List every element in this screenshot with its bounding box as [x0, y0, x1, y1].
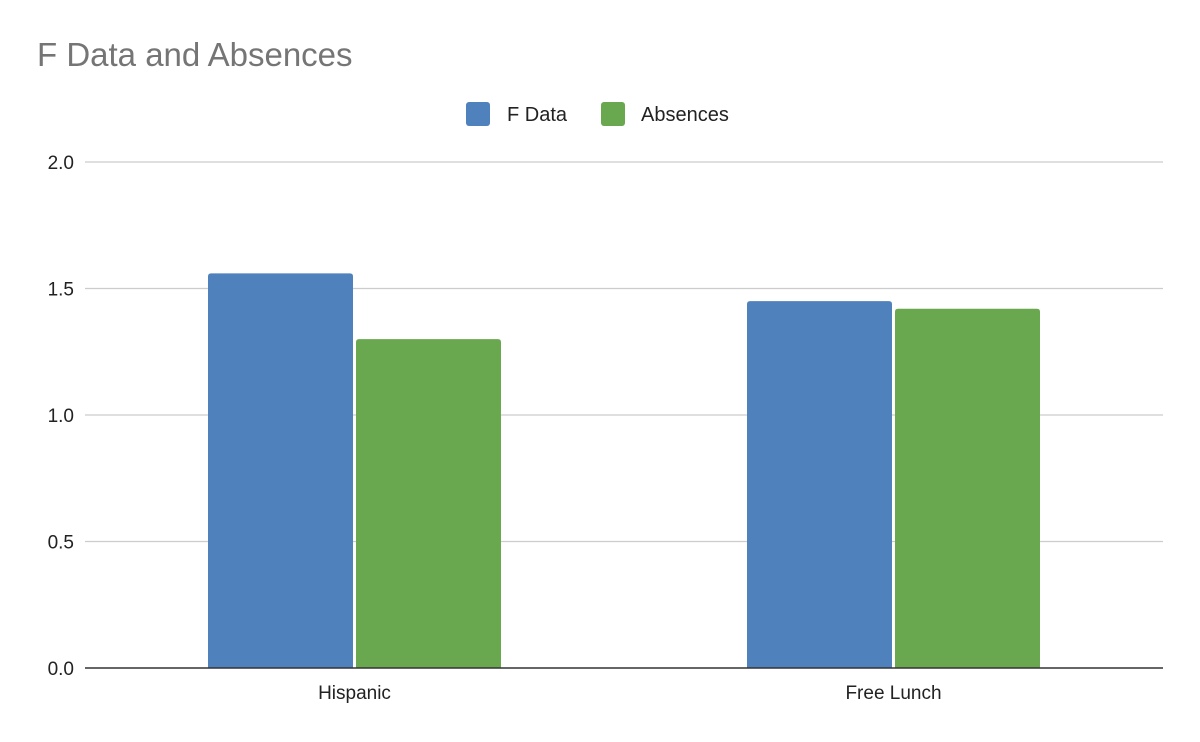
legend: F Data Absences	[466, 102, 729, 126]
bar-absences-hispanic	[356, 339, 501, 668]
bar-absences-free-lunch	[895, 308, 1040, 668]
bar-f-data-hispanic	[208, 273, 353, 668]
bars	[208, 273, 1040, 668]
y-tick-label: 1.5	[48, 280, 74, 301]
y-tick-label: 1.0	[48, 406, 74, 427]
chart-title: F Data and Absences	[37, 36, 353, 73]
legend-swatch-absences	[601, 102, 625, 126]
legend-label-f-data: F Data	[507, 104, 568, 126]
y-tick-label: 0.5	[48, 533, 74, 554]
y-axis-ticks: 0.0 0.5 1.0 1.5 2.0	[48, 153, 74, 680]
x-tick-label: Hispanic	[318, 683, 391, 704]
legend-swatch-f-data	[466, 102, 490, 126]
y-tick-label: 2.0	[48, 153, 74, 174]
x-tick-label: Free Lunch	[845, 683, 941, 704]
x-axis-ticks: Hispanic Free Lunch	[318, 683, 942, 704]
bar-f-data-free-lunch	[747, 301, 892, 668]
y-tick-label: 0.0	[48, 659, 74, 680]
legend-label-absences: Absences	[641, 104, 729, 126]
